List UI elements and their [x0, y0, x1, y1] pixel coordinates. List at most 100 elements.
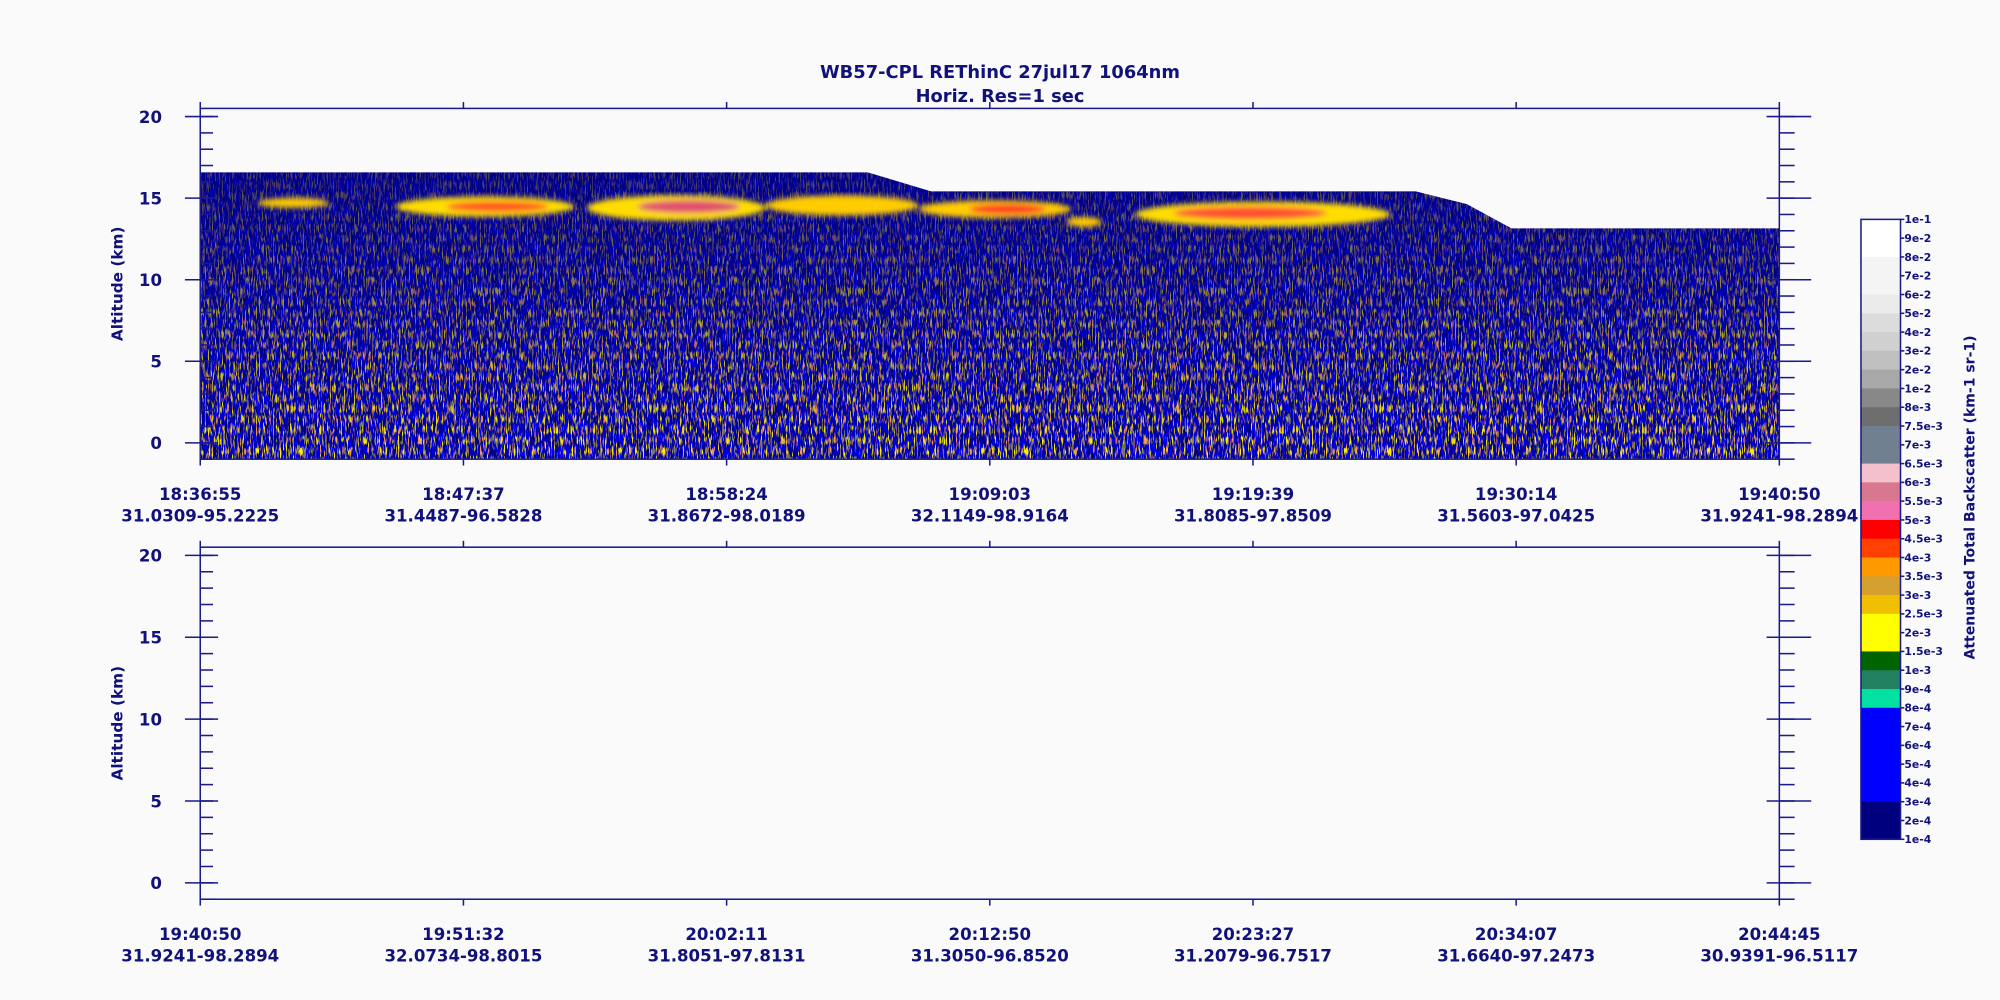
colorbar-tick-label: 7e-4 — [1904, 720, 1931, 733]
colorbar-tick-label: 4e-2 — [1904, 326, 1931, 339]
colorbar-swatch — [1860, 538, 1901, 559]
colorbar-tick-label: 9e-4 — [1904, 683, 1931, 696]
title: WB57-CPL REThinC 27jul17 1064nm — [820, 62, 1180, 83]
colorbar-tick-label: 2e-2 — [1904, 363, 1931, 376]
plot-frame — [199, 546, 1781, 900]
colorbar-tick-label: 8e-4 — [1904, 702, 1931, 715]
y-tick-label: 10 — [139, 271, 162, 290]
colorbar-swatch — [1860, 275, 1901, 296]
colorbar-tick-label: 3e-2 — [1904, 345, 1931, 358]
colorbar-swatch — [1860, 764, 1901, 784]
colorbar-swatch — [1860, 801, 1901, 822]
x-tick-position: 31.4487-96.5828 — [384, 507, 542, 526]
colorbar-swatch — [1860, 820, 1901, 840]
x-tick-time: 18:36:55 — [159, 485, 241, 504]
colorbar-tick-label: 7e-3 — [1904, 439, 1931, 452]
colorbar-tick-label: 2.5e-3 — [1904, 608, 1943, 621]
colorbar-swatch — [1860, 595, 1901, 615]
colorbar-swatch — [1860, 444, 1901, 465]
y-axis-label: Altitude (km) — [108, 666, 126, 781]
x-tick-time: 20:34:07 — [1475, 925, 1557, 944]
colorbar-label: Attenuated Total Backscatter (km-1 sr-1) — [1962, 335, 1978, 659]
colorbar-tick-label: 2e-3 — [1904, 626, 1931, 639]
colorbar-swatch — [1860, 613, 1901, 634]
colorbar-tick-label: 6.5e-3 — [1904, 457, 1943, 470]
colorbar-swatch — [1860, 576, 1901, 596]
colorbar-swatch — [1860, 482, 1901, 502]
x-tick-time: 20:44:45 — [1738, 925, 1820, 944]
x-tick-position: 31.9241-98.2894 — [121, 947, 279, 966]
colorbar-tick-label: 5e-4 — [1904, 758, 1931, 771]
colorbar-swatch — [1860, 219, 1901, 239]
x-tick-position: 31.6640-97.2473 — [1437, 947, 1595, 966]
x-tick-position: 31.5603-97.0425 — [1437, 507, 1595, 526]
x-tick-position: 31.9241-98.2894 — [1700, 507, 1858, 526]
colorbar-tick-label: 3e-4 — [1904, 796, 1931, 809]
colorbar-swatch — [1860, 557, 1901, 577]
colorbar-tick-label: 6e-3 — [1904, 476, 1931, 489]
colorbar-tick-label: 1e-1 — [1904, 213, 1931, 226]
colorbar-swatch — [1860, 745, 1901, 765]
y-tick-label: 10 — [139, 710, 162, 729]
x-tick-time: 20:12:50 — [949, 925, 1031, 944]
colorbar-tick-label: 5e-2 — [1904, 307, 1931, 320]
colorbar-swatch — [1860, 426, 1901, 446]
x-tick-time: 19:40:50 — [159, 925, 241, 944]
x-tick-time: 19:30:14 — [1475, 485, 1557, 504]
x-tick-position: 31.2079-96.7517 — [1174, 947, 1332, 966]
x-tick-position: 31.0309-95.2225 — [121, 507, 279, 526]
colorbar-swatch — [1860, 407, 1901, 427]
x-tick-position: 31.8051-97.8131 — [648, 947, 806, 966]
colorbar-swatch — [1860, 689, 1901, 709]
colorbar-tick-label: 8e-3 — [1904, 401, 1931, 414]
x-tick-time: 19:51:32 — [422, 925, 504, 944]
colorbar-tick-label: 1e-4 — [1904, 833, 1931, 846]
colorbar-tick-label: 3e-3 — [1904, 589, 1931, 602]
colorbar-tick-label: 5e-3 — [1904, 514, 1931, 527]
colorbar-swatch — [1860, 313, 1901, 333]
x-tick-time: 20:02:11 — [685, 925, 767, 944]
colorbar-tick-label: 4.5e-3 — [1904, 533, 1943, 546]
y-tick-label: 15 — [139, 190, 162, 209]
colorbar-tick-label: 7.5e-3 — [1904, 420, 1943, 433]
x-tick-position: 30.9391-96.5117 — [1700, 947, 1858, 966]
colorbar-frame — [1860, 218, 1902, 841]
colorbar-swatch — [1860, 501, 1901, 521]
colorbar-tick-label: 6e-4 — [1904, 739, 1931, 752]
colorbar-swatch — [1860, 651, 1901, 671]
x-tick-position: 32.0734-98.8015 — [384, 947, 542, 966]
colorbar-swatch — [1860, 332, 1901, 352]
y-tick-label: 20 — [139, 547, 162, 566]
colorbar-swatch — [1860, 519, 1901, 540]
colorbar-tick-label: 7e-2 — [1904, 270, 1931, 283]
y-tick-label: 0 — [150, 874, 162, 893]
colorbar-swatch — [1860, 463, 1901, 484]
colorbar-tick-label: 3.5e-3 — [1904, 570, 1943, 583]
x-tick-time: 18:58:24 — [685, 485, 767, 504]
x-tick-time: 19:40:50 — [1738, 485, 1820, 504]
y-tick-label: 20 — [139, 108, 162, 127]
x-tick-time: 19:19:39 — [1212, 485, 1294, 504]
colorbar-swatch — [1860, 707, 1901, 728]
colorbar-swatch — [1860, 256, 1901, 277]
colorbar-swatch — [1860, 294, 1901, 314]
y-tick-label: 5 — [150, 353, 162, 372]
colorbar-tick-label: 8e-2 — [1904, 251, 1931, 264]
x-tick-position: 31.3050-96.8520 — [911, 947, 1069, 966]
colorbar-tick-label: 1e-3 — [1904, 664, 1931, 677]
x-tick-position: 31.8672-98.0189 — [648, 507, 806, 526]
colorbar-tick-label: 4e-3 — [1904, 551, 1931, 564]
colorbar-swatch — [1860, 350, 1901, 371]
colorbar-swatch — [1860, 670, 1901, 690]
y-tick-label: 15 — [139, 629, 162, 648]
colorbar-swatch — [1860, 369, 1901, 390]
x-tick-position: 31.8085-97.8509 — [1174, 507, 1332, 526]
colorbar-swatch — [1860, 632, 1901, 653]
subtitle: Horiz. Res=1 sec — [916, 86, 1085, 107]
y-tick-label: 5 — [150, 792, 162, 811]
x-tick-time: 20:23:27 — [1212, 925, 1294, 944]
colorbar-tick-label: 6e-2 — [1904, 288, 1931, 301]
y-tick-label: 0 — [150, 434, 162, 453]
